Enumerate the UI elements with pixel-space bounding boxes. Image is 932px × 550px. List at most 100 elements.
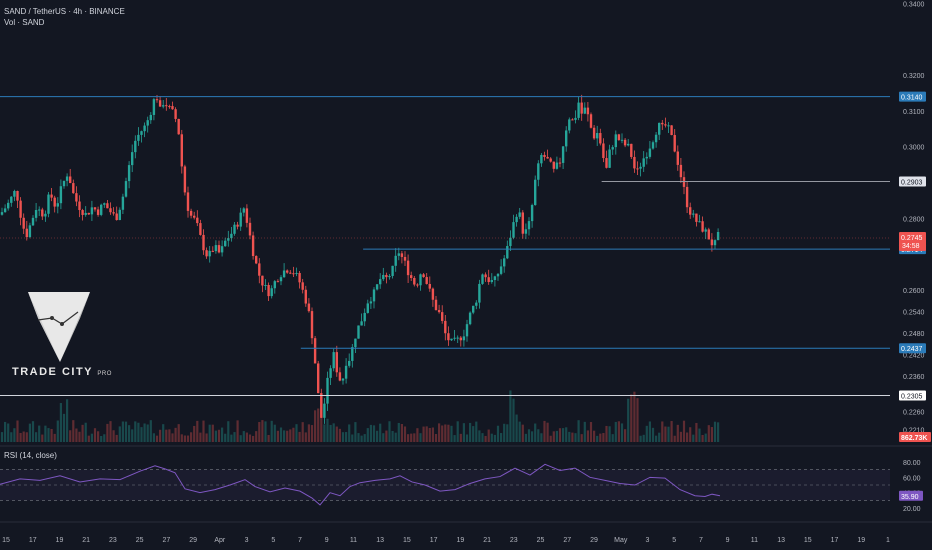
volume-bar <box>50 428 53 442</box>
volume-bar <box>642 434 645 442</box>
last-price-label: 0.2745 <box>901 235 923 242</box>
volume-bar <box>90 433 93 442</box>
candle-body <box>348 360 351 366</box>
time-tick-label: 9 <box>325 537 329 544</box>
candle-body <box>658 122 661 135</box>
volume-bar <box>686 432 689 442</box>
volume-bar <box>286 430 289 442</box>
volume-bar <box>363 434 366 442</box>
volume-bar <box>580 434 583 442</box>
candle-body <box>273 281 276 289</box>
volume-bar <box>152 433 155 442</box>
candle-body <box>13 191 16 197</box>
candle-body <box>22 217 25 229</box>
volume-bar <box>53 433 56 442</box>
volume-title: Vol · SAND <box>4 18 45 27</box>
candle-body <box>307 303 311 312</box>
candle-body <box>388 275 391 278</box>
candle-body <box>475 302 478 306</box>
level-price-label: 0.2903 <box>901 179 923 186</box>
candle-body <box>565 130 568 147</box>
candle-body <box>431 288 435 300</box>
candle-body <box>444 320 447 334</box>
candle-body <box>561 146 565 163</box>
volume-bar <box>38 425 41 442</box>
candle-body <box>286 270 289 273</box>
candle-body <box>96 209 100 215</box>
candle-body <box>224 240 227 247</box>
volume-bar <box>562 428 565 442</box>
volume-bar <box>500 433 503 442</box>
rsi-tick-label: 80.00 <box>903 460 921 467</box>
volume-bar <box>481 433 484 442</box>
volume-bar <box>655 435 658 442</box>
candle-body <box>602 143 605 159</box>
volume-bar <box>28 423 31 442</box>
candle-body <box>143 125 146 132</box>
candle-body <box>410 275 413 279</box>
candle-body <box>264 284 267 286</box>
volume-bar <box>106 423 109 442</box>
level-price-label: 0.2305 <box>901 393 923 400</box>
candle-body <box>329 368 332 378</box>
candle-body <box>320 393 323 418</box>
volume-bar <box>221 427 224 442</box>
candle-body <box>186 192 190 211</box>
candle-body <box>428 283 431 289</box>
volume-bar <box>307 424 310 442</box>
volume-bar <box>276 430 279 442</box>
volume-bar <box>351 434 354 442</box>
volume-bar <box>273 424 276 442</box>
rsi-value-label: 35.90 <box>901 494 919 501</box>
price-tick-label: 0.2420 <box>903 352 925 359</box>
volume-bar <box>190 432 193 442</box>
candle-body <box>630 143 633 157</box>
volume-bar <box>664 426 667 442</box>
candle-body <box>716 231 720 241</box>
candle-body <box>236 224 239 227</box>
candle-body <box>193 215 196 218</box>
candle-body <box>341 378 345 381</box>
candle-body <box>137 134 140 141</box>
volume-bar <box>682 420 686 442</box>
volume-bar <box>97 431 100 442</box>
volume-bar <box>391 430 394 442</box>
volume-bar <box>78 431 81 442</box>
candle-body <box>149 114 152 121</box>
candle-body <box>84 212 87 215</box>
volume-bar <box>667 426 670 442</box>
candle-body <box>332 352 335 369</box>
volume-bar <box>568 431 571 442</box>
volume-bar <box>217 429 221 442</box>
volume-bar <box>651 427 655 442</box>
candle-body <box>199 223 202 235</box>
volume-bar <box>453 435 456 442</box>
candle-body <box>642 158 645 167</box>
time-tick-label: 13 <box>376 537 384 544</box>
volume-bar <box>267 434 270 442</box>
volume-bar <box>22 431 25 442</box>
candle-body <box>605 158 608 168</box>
candle-body <box>121 196 125 210</box>
price-tick-label: 0.2360 <box>903 374 925 381</box>
time-tick-label: May <box>614 537 628 544</box>
candle-body <box>34 210 38 218</box>
candle-body <box>217 245 221 253</box>
candle-body <box>456 337 459 339</box>
volume-bar <box>450 425 453 442</box>
candle-body <box>258 263 261 276</box>
volume-bar <box>472 426 475 442</box>
volume-bar <box>134 421 137 442</box>
candle-body <box>527 221 531 230</box>
volume-bar <box>496 425 500 442</box>
volume-bar <box>180 434 183 442</box>
rsi-line <box>0 463 721 506</box>
volume-bar <box>444 424 447 442</box>
volume-bar <box>128 425 131 442</box>
volume-bar <box>419 433 422 442</box>
volume-bar <box>540 433 543 442</box>
candle-body <box>670 125 673 136</box>
volume-bar <box>537 429 540 442</box>
logo-brand-text: TRADE CITY <box>12 366 93 378</box>
